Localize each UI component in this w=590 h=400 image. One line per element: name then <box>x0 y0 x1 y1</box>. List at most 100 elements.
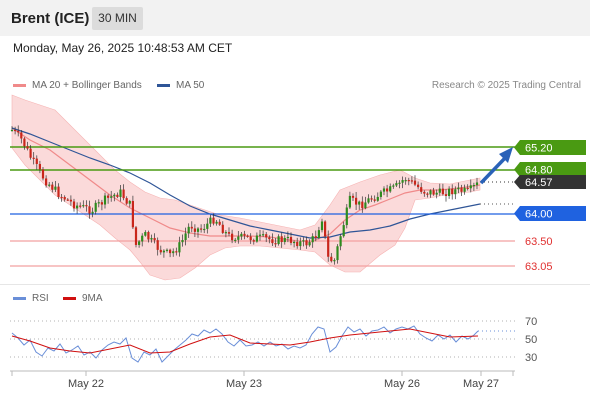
candle-body <box>206 223 209 229</box>
candle-body <box>72 201 76 209</box>
level-tag-65-20: 65.20 <box>514 140 586 155</box>
candle-body <box>317 230 320 238</box>
level-tag-64-00: 64.00 <box>514 206 586 221</box>
candle-body <box>181 239 184 243</box>
level-label-63-05: 63.05 <box>525 261 553 273</box>
candle-body <box>107 195 110 198</box>
legend-9ma: 9MA <box>63 293 103 304</box>
9ma-swatch <box>63 297 76 300</box>
candle-body <box>370 198 373 200</box>
candle-body <box>110 196 113 198</box>
candle-body <box>14 129 17 132</box>
rsi-tick-70: 70 <box>525 316 537 328</box>
rsi-tick-50: 50 <box>525 334 537 346</box>
candle-body <box>63 196 66 200</box>
candle-body <box>76 205 79 209</box>
candle-body <box>100 202 103 205</box>
candle-body <box>23 138 26 147</box>
candle-body <box>17 130 20 133</box>
candle-body <box>79 205 82 207</box>
candle-body <box>475 182 479 186</box>
trend-arrow-head <box>499 147 513 163</box>
legend-rsi: RSI <box>13 293 49 304</box>
x-label-may26: May 26 <box>384 378 420 390</box>
candle-body <box>420 187 423 192</box>
candle-body <box>94 202 97 212</box>
candle-body <box>258 234 262 236</box>
candle-body <box>57 186 60 197</box>
candle-body <box>286 236 289 239</box>
candle-body <box>330 256 333 262</box>
candle-body <box>392 185 395 187</box>
x-label-may22: May 22 <box>68 378 104 390</box>
candle-body <box>184 233 187 240</box>
candle-body <box>144 232 147 236</box>
candle-body <box>221 224 224 233</box>
timeframe-badge[interactable]: 30 MIN <box>92 7 143 30</box>
candle-body <box>274 243 277 245</box>
candle-body <box>386 188 389 192</box>
candle-body <box>190 226 193 229</box>
candle-body <box>457 187 460 190</box>
rsi-tick-30: 30 <box>525 352 537 364</box>
candle-body <box>169 249 172 254</box>
bollinger-band <box>11 94 481 281</box>
candle-body <box>165 249 169 251</box>
candle-body <box>231 233 234 241</box>
candle-body <box>395 183 398 186</box>
candle-body <box>209 217 212 224</box>
candle-body <box>141 235 144 242</box>
candle-body <box>367 198 370 203</box>
candle-body <box>429 190 432 195</box>
candle-body <box>311 236 314 243</box>
candle-body <box>35 158 38 164</box>
candle-body <box>376 196 379 201</box>
candle-body <box>45 178 48 186</box>
candle-body <box>116 194 119 197</box>
level-tag-64-57: 64.57 <box>514 175 586 189</box>
candle-body <box>265 234 268 238</box>
candle-body <box>237 236 240 240</box>
candle-body <box>224 232 227 234</box>
candle-body <box>302 240 305 242</box>
candle-body <box>32 157 35 159</box>
9ma-legend-label: 9MA <box>82 293 103 304</box>
candle-body <box>246 235 249 237</box>
candle-body <box>255 235 258 242</box>
x-label-may23: May 23 <box>226 378 262 390</box>
level-label-64-80: 64.80 <box>525 165 553 177</box>
candle-body <box>91 211 94 214</box>
candle-body <box>413 180 417 185</box>
candle-body <box>88 206 91 214</box>
candle-body <box>262 234 265 236</box>
candle-body <box>138 241 141 245</box>
x-label-may27: May 27 <box>463 378 499 390</box>
candle-body <box>432 190 435 195</box>
candle-body <box>252 240 255 242</box>
ma50-line <box>11 127 481 239</box>
candle-body <box>38 163 41 170</box>
instrument-title: Brent (ICE) <box>11 10 90 27</box>
candle-body <box>355 197 358 205</box>
candle-body <box>451 188 454 195</box>
candle-body <box>382 188 386 192</box>
rsi-9ma-line <box>11 328 479 354</box>
candle-body <box>29 148 32 158</box>
candle-body <box>82 205 85 207</box>
rsi-line <box>11 325 479 363</box>
candle-body <box>196 228 200 232</box>
candle-body <box>466 187 469 190</box>
candle-body <box>407 180 410 182</box>
candle-body <box>417 184 420 188</box>
rsi-swatch <box>13 297 26 300</box>
candle-body <box>153 237 156 241</box>
candle-body <box>299 241 302 247</box>
candle-body <box>48 184 51 186</box>
candle-body <box>162 250 165 253</box>
candle-body <box>463 187 466 192</box>
candle-body <box>472 185 475 187</box>
research-credit: Research © 2025 Trading Central <box>431 80 581 91</box>
candlestick-series <box>10 125 479 265</box>
candle-body <box>333 260 336 262</box>
